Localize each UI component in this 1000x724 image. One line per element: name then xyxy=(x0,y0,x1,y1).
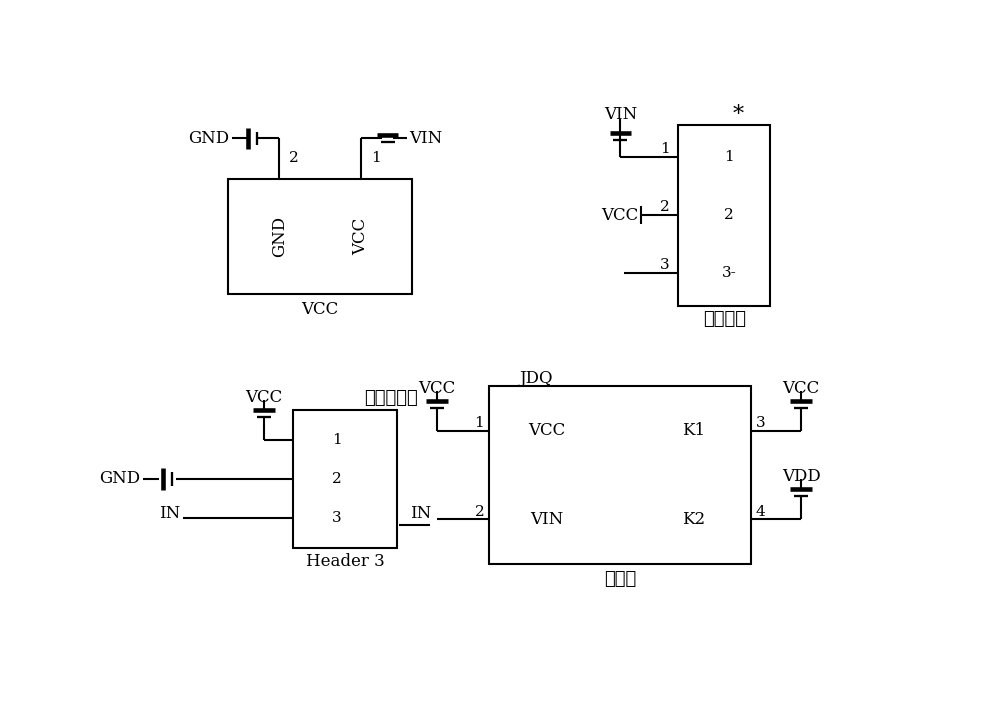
Text: VCC: VCC xyxy=(783,380,820,397)
Text: 4: 4 xyxy=(756,505,765,518)
Text: 2: 2 xyxy=(475,505,484,518)
Text: VDD: VDD xyxy=(782,468,821,485)
Text: GND: GND xyxy=(188,130,229,147)
Text: 3: 3 xyxy=(332,510,342,525)
Text: 3: 3 xyxy=(660,258,670,272)
Text: VCC: VCC xyxy=(301,301,339,318)
Text: VIN: VIN xyxy=(530,510,564,528)
Text: GND: GND xyxy=(271,216,288,257)
Text: Header 3: Header 3 xyxy=(306,553,384,571)
Text: 2: 2 xyxy=(724,208,734,222)
Text: *: * xyxy=(733,104,744,127)
Text: VCC: VCC xyxy=(352,218,369,255)
Text: 2: 2 xyxy=(332,472,342,486)
Text: VIN: VIN xyxy=(409,130,442,147)
Text: VCC: VCC xyxy=(245,390,282,406)
Text: GND: GND xyxy=(99,471,141,487)
Text: 3-: 3- xyxy=(721,266,736,280)
Text: 1: 1 xyxy=(371,151,380,166)
Text: 1: 1 xyxy=(660,143,670,156)
Text: 继电器: 继电器 xyxy=(604,570,636,588)
Text: 1: 1 xyxy=(332,433,342,447)
Text: 1: 1 xyxy=(724,150,734,164)
Text: IN: IN xyxy=(410,505,431,521)
Text: 2: 2 xyxy=(660,201,670,214)
Text: K2: K2 xyxy=(682,510,705,528)
Text: VCC: VCC xyxy=(601,206,638,224)
Text: 光电传感器: 光电传感器 xyxy=(364,389,418,407)
Text: 2: 2 xyxy=(289,151,299,166)
Text: 推动开关: 推动开关 xyxy=(703,311,746,329)
Text: VCC: VCC xyxy=(528,422,566,439)
Bar xyxy=(489,387,751,563)
Text: VCC: VCC xyxy=(418,380,456,397)
Text: K1: K1 xyxy=(682,422,705,439)
Bar xyxy=(293,410,397,548)
Bar xyxy=(228,179,412,294)
Text: JDQ: JDQ xyxy=(520,370,553,387)
Bar xyxy=(678,125,770,306)
Text: 1: 1 xyxy=(475,416,484,430)
Text: 3: 3 xyxy=(756,416,765,430)
Text: IN: IN xyxy=(159,505,180,522)
Text: VIN: VIN xyxy=(604,106,637,123)
